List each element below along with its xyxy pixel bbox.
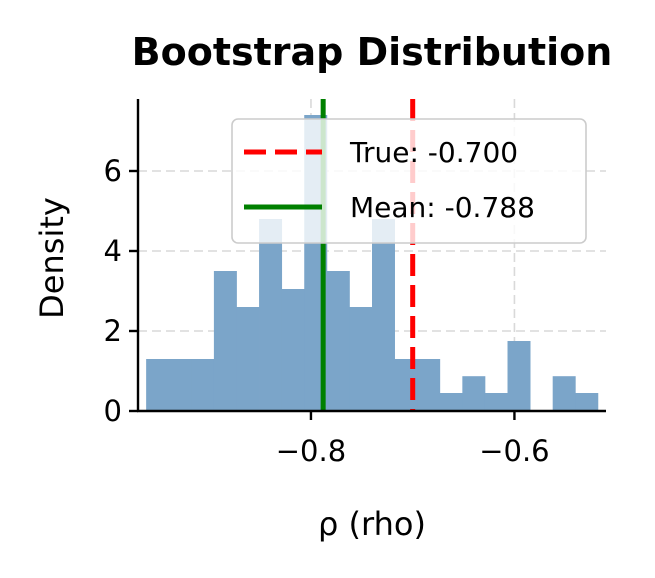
legend-label-true: True: -0.700 — [349, 136, 518, 169]
x-axis-label: ρ (rho) — [318, 505, 426, 543]
histogram-bar — [507, 341, 531, 411]
histogram-bar — [236, 307, 260, 411]
histogram-bar — [372, 219, 395, 411]
y-tick-label: 0 — [104, 394, 122, 428]
histogram-bar — [326, 271, 350, 411]
x-tick-label: −0.8 — [276, 434, 346, 468]
y-tick-label: 2 — [104, 314, 122, 348]
histogram-bar — [168, 359, 192, 411]
legend-label-mean: Mean: -0.788 — [350, 191, 535, 224]
histogram-bar — [281, 289, 305, 411]
y-axis-label: Density — [33, 197, 71, 319]
histogram-bar — [552, 376, 576, 411]
legend: True: -0.700 Mean: -0.788 — [231, 118, 587, 244]
chart-title: Bootstrap Distribution — [132, 30, 613, 74]
y-tick-label: 6 — [104, 154, 122, 188]
axes — [129, 99, 606, 420]
histogram-bar — [462, 376, 486, 411]
y-tick-label: 4 — [104, 234, 122, 268]
histogram-bar — [191, 359, 215, 411]
tick-labels: 0 2 4 6 −0.8 −0.6 — [104, 154, 550, 468]
histogram-bar — [575, 393, 599, 411]
x-tick-label: −0.6 — [479, 434, 549, 468]
histogram-bar — [349, 307, 373, 411]
histogram-bar — [417, 359, 441, 411]
histogram-bars — [146, 115, 599, 411]
histogram-bar — [213, 271, 237, 411]
histogram-bar — [439, 393, 463, 411]
histogram-bar — [484, 393, 508, 411]
histogram-bar — [259, 219, 283, 411]
histogram-bar — [146, 359, 170, 411]
